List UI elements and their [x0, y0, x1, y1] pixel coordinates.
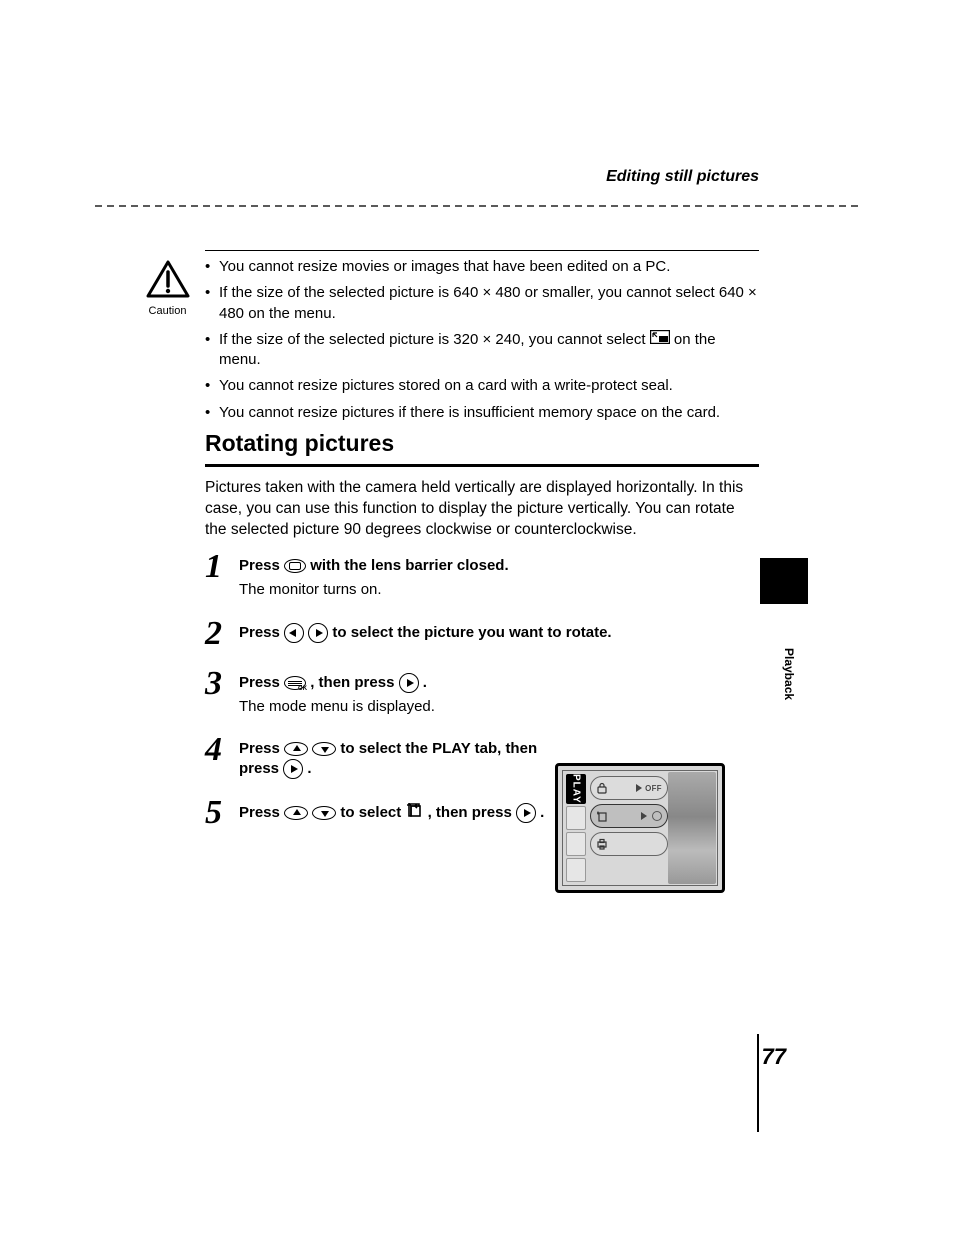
- lock-icon: [596, 782, 608, 794]
- step-number: 3: [205, 667, 239, 701]
- chevron-right-icon: [641, 812, 647, 820]
- step-4: 4 Press to select the PLAY tab, then pre…: [205, 735, 545, 780]
- figure-tab-inactive: [566, 858, 586, 882]
- chapter-tab-label: Playback: [782, 648, 796, 700]
- rotate-icon: [596, 810, 608, 822]
- figure-menu-value: OFF: [645, 784, 662, 793]
- caution-bullet: You cannot resize pictures stored on a c…: [205, 376, 759, 396]
- caution-bullets: You cannot resize movies or images that …: [205, 257, 759, 423]
- step-number: 2: [205, 617, 239, 651]
- page-number: 77: [762, 1044, 786, 1070]
- section-rule: [205, 464, 759, 467]
- right-button-icon: [516, 803, 536, 823]
- caution-bullet: You cannot resize movies or images that …: [205, 257, 759, 277]
- step-instruction: Press to select the picture you want to …: [239, 623, 759, 643]
- figure-menu-column: OFF: [590, 776, 668, 856]
- step-number: 1: [205, 550, 239, 584]
- chevron-right-icon: [636, 784, 642, 792]
- left-button-icon: [284, 623, 304, 643]
- manual-page: Editing still pictures Caution You canno…: [0, 0, 954, 1238]
- caution-bullet-text: If the size of the selected picture is 3…: [219, 331, 716, 368]
- caution-icon: Caution: [140, 260, 195, 317]
- resize-icon: [650, 330, 670, 350]
- step-5: 5 Press to select , then press .: [205, 798, 545, 830]
- step-2: 2 Press to select the picture you want t…: [205, 619, 759, 651]
- step-1: 1 Press with the lens barrier closed. Th…: [205, 552, 759, 601]
- figure-tab-inactive: [566, 832, 586, 856]
- up-button-icon: [284, 742, 308, 756]
- caution-bullet: If the size of the selected picture is 6…: [205, 283, 759, 324]
- step-instruction: Press with the lens barrier closed.: [239, 556, 759, 576]
- right-button-icon: [308, 623, 328, 643]
- figure-menu-row-lock: OFF: [590, 776, 668, 800]
- right-button-icon: [283, 759, 303, 779]
- caution-bullet: If the size of the selected picture is 3…: [205, 330, 759, 371]
- header-divider: [95, 205, 859, 207]
- step-instruction: Press to select the PLAY tab, then press…: [239, 739, 545, 780]
- down-button-icon: [312, 806, 336, 820]
- figure-tab-column: PLAY: [566, 774, 586, 882]
- page-number-rule-v: [757, 1034, 759, 1132]
- step-sub: The monitor turns on.: [239, 580, 759, 600]
- menu-ok-button-icon: [284, 676, 306, 690]
- chapter-tab-marker: [760, 558, 808, 604]
- menu-screenshot-figure: PLAY OFF: [555, 763, 725, 893]
- figure-menu-row-print: [590, 832, 668, 856]
- step-number: 5: [205, 796, 239, 830]
- caution-block: Caution You cannot resize movies or imag…: [205, 250, 759, 429]
- section-intro: Pictures taken with the camera held vert…: [205, 478, 759, 541]
- caution-top-rule: [205, 250, 759, 251]
- up-button-icon: [284, 806, 308, 820]
- figure-tab-play: PLAY: [566, 774, 586, 804]
- print-icon: [596, 838, 608, 850]
- step-3: 3 Press , then press . The mode menu is …: [205, 669, 759, 718]
- step-number: 4: [205, 733, 239, 767]
- right-button-icon: [399, 673, 419, 693]
- caution-bullet: You cannot resize pictures if there is i…: [205, 403, 759, 423]
- down-button-icon: [312, 742, 336, 756]
- step-instruction: Press to select , then press .: [239, 802, 545, 824]
- rotate-value-icon: [652, 811, 662, 821]
- section-heading: Rotating pictures: [205, 430, 759, 457]
- figure-menu-row-rotate: [590, 804, 668, 828]
- monitor-button-icon: [284, 559, 306, 573]
- figure-sample-image: [668, 772, 716, 884]
- rotate-icon: [405, 802, 423, 824]
- step-instruction: Press , then press .: [239, 673, 759, 693]
- figure-tab-inactive: [566, 806, 586, 830]
- step-sub: The mode menu is displayed.: [239, 697, 759, 717]
- caution-label: Caution: [140, 305, 195, 317]
- header-section-title: Editing still pictures: [606, 168, 759, 186]
